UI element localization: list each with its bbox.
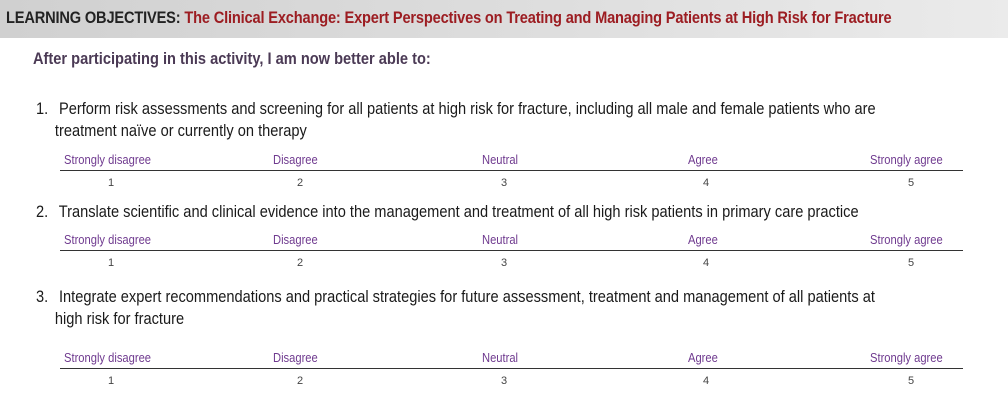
scale-rule <box>60 250 963 251</box>
option-disagree[interactable]: Disagree <box>273 232 318 247</box>
option-value-4[interactable]: 4 <box>703 257 710 269</box>
option-value-3[interactable]: 3 <box>501 375 508 387</box>
scale-rule <box>60 368 963 369</box>
option-value-4[interactable]: 4 <box>703 375 710 387</box>
intro-text: After participating in this activity, I … <box>33 49 431 68</box>
objective-number: 3. <box>36 287 49 306</box>
objective-number: 1. <box>36 99 49 118</box>
option-value-4[interactable]: 4 <box>703 177 710 189</box>
header-label: LEARNING OBJECTIVES: <box>6 8 181 27</box>
option-strongly-disagree[interactable]: Strongly disagree <box>64 152 152 167</box>
option-value-3[interactable]: 3 <box>501 257 508 269</box>
option-strongly-disagree[interactable]: Strongly disagree <box>64 350 152 365</box>
rating-scale-2: Strongly disagree Disagree Neutral Agree… <box>60 230 963 270</box>
objective-text-continued: treatment naïve or currently on therapy <box>54 121 307 140</box>
option-value-5[interactable]: 5 <box>908 177 915 189</box>
objective-number: 2. <box>36 202 49 221</box>
option-neutral[interactable]: Neutral <box>482 350 519 365</box>
objective-1: 1. Perform risk assessments and screenin… <box>36 98 982 142</box>
page-header: LEARNING OBJECTIVES: The Clinical Exchan… <box>6 8 892 28</box>
option-agree[interactable]: Agree <box>688 232 718 247</box>
option-value-1[interactable]: 1 <box>108 177 115 189</box>
option-value-2[interactable]: 2 <box>297 375 304 387</box>
header-bar <box>0 0 1008 38</box>
objective-text-continued: high risk for fracture <box>54 309 185 328</box>
option-strongly-agree[interactable]: Strongly agree <box>870 232 943 247</box>
option-value-3[interactable]: 3 <box>501 177 508 189</box>
option-strongly-agree[interactable]: Strongly agree <box>870 152 943 167</box>
option-strongly-agree[interactable]: Strongly agree <box>870 350 943 365</box>
rating-scale-3: Strongly disagree Disagree Neutral Agree… <box>60 348 963 388</box>
option-value-2[interactable]: 2 <box>297 177 304 189</box>
option-value-5[interactable]: 5 <box>908 375 915 387</box>
option-value-1[interactable]: 1 <box>108 375 115 387</box>
option-value-2[interactable]: 2 <box>297 257 304 269</box>
header-title: The Clinical Exchange: Expert Perspectiv… <box>184 8 892 27</box>
option-value-1[interactable]: 1 <box>108 257 115 269</box>
option-value-5[interactable]: 5 <box>908 257 915 269</box>
option-agree[interactable]: Agree <box>688 350 718 365</box>
option-strongly-disagree[interactable]: Strongly disagree <box>64 232 152 247</box>
objective-text: Translate scientific and clinical eviden… <box>58 202 859 221</box>
objective-text: Integrate expert recommendations and pra… <box>58 287 875 306</box>
option-neutral[interactable]: Neutral <box>482 152 519 167</box>
objective-2: 2. Translate scientific and clinical evi… <box>36 201 982 223</box>
option-disagree[interactable]: Disagree <box>273 350 318 365</box>
option-neutral[interactable]: Neutral <box>482 232 519 247</box>
objective-3: 3. Integrate expert recommendations and … <box>36 286 982 330</box>
option-agree[interactable]: Agree <box>688 152 718 167</box>
option-disagree[interactable]: Disagree <box>273 152 318 167</box>
objective-text: Perform risk assessments and screening f… <box>58 99 876 118</box>
scale-rule <box>60 170 963 171</box>
rating-scale-1: Strongly disagree Disagree Neutral Agree… <box>60 150 963 190</box>
